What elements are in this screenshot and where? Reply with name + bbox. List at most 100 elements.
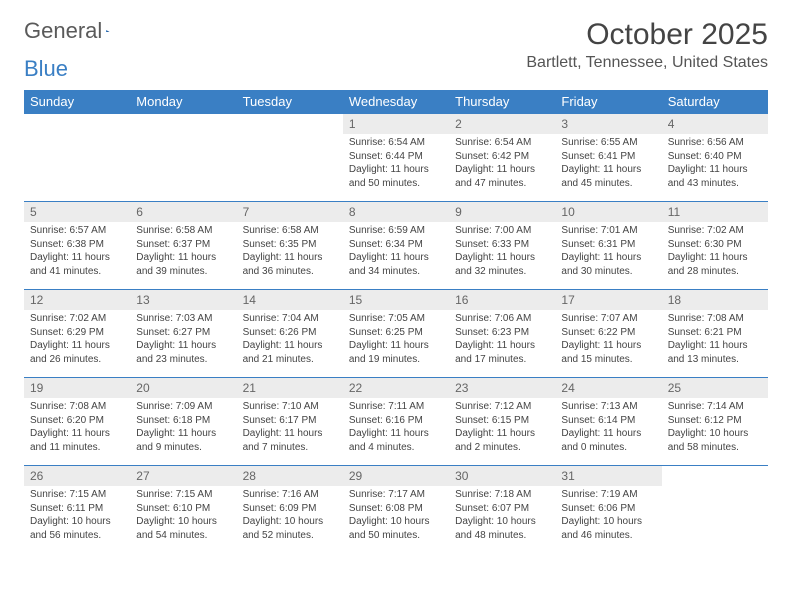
day-number: 16: [449, 290, 555, 310]
day-cell: 21Sunrise: 7:10 AMSunset: 6:17 PMDayligh…: [237, 378, 343, 466]
day-number: 4: [662, 114, 768, 134]
day-cell: 5Sunrise: 6:57 AMSunset: 6:38 PMDaylight…: [24, 202, 130, 290]
day-cell: [24, 114, 130, 202]
week-row: 1Sunrise: 6:54 AMSunset: 6:44 PMDaylight…: [24, 114, 768, 202]
day-number: 22: [343, 378, 449, 398]
location: Bartlett, Tennessee, United States: [526, 54, 768, 72]
day-cell: 20Sunrise: 7:09 AMSunset: 6:18 PMDayligh…: [130, 378, 236, 466]
day-details: Sunrise: 7:18 AMSunset: 6:07 PMDaylight:…: [449, 488, 555, 546]
day-number: 27: [130, 466, 236, 486]
weekday-header: Friday: [555, 90, 661, 114]
day-cell: 8Sunrise: 6:59 AMSunset: 6:34 PMDaylight…: [343, 202, 449, 290]
day-cell: 7Sunrise: 6:58 AMSunset: 6:35 PMDaylight…: [237, 202, 343, 290]
day-details: Sunrise: 7:11 AMSunset: 6:16 PMDaylight:…: [343, 400, 449, 458]
day-number: 2: [449, 114, 555, 134]
day-details: Sunrise: 7:08 AMSunset: 6:20 PMDaylight:…: [24, 400, 130, 458]
day-details: Sunrise: 7:08 AMSunset: 6:21 PMDaylight:…: [662, 312, 768, 370]
day-cell: 18Sunrise: 7:08 AMSunset: 6:21 PMDayligh…: [662, 290, 768, 378]
day-number: 26: [24, 466, 130, 486]
day-cell: 23Sunrise: 7:12 AMSunset: 6:15 PMDayligh…: [449, 378, 555, 466]
weekday-header: Sunday: [24, 90, 130, 114]
month-title: October 2025: [526, 18, 768, 52]
day-number: 17: [555, 290, 661, 310]
day-cell: 15Sunrise: 7:05 AMSunset: 6:25 PMDayligh…: [343, 290, 449, 378]
weekday-header-row: Sunday Monday Tuesday Wednesday Thursday…: [24, 90, 768, 114]
day-number: 30: [449, 466, 555, 486]
day-cell: [662, 466, 768, 554]
day-details: Sunrise: 6:58 AMSunset: 6:37 PMDaylight:…: [130, 224, 236, 282]
day-details: Sunrise: 7:06 AMSunset: 6:23 PMDaylight:…: [449, 312, 555, 370]
day-cell: 22Sunrise: 7:11 AMSunset: 6:16 PMDayligh…: [343, 378, 449, 466]
day-number: 1: [343, 114, 449, 134]
weekday-header: Wednesday: [343, 90, 449, 114]
day-details: Sunrise: 6:58 AMSunset: 6:35 PMDaylight:…: [237, 224, 343, 282]
day-details: Sunrise: 7:05 AMSunset: 6:25 PMDaylight:…: [343, 312, 449, 370]
day-details: Sunrise: 6:55 AMSunset: 6:41 PMDaylight:…: [555, 136, 661, 194]
week-row: 26Sunrise: 7:15 AMSunset: 6:11 PMDayligh…: [24, 466, 768, 554]
day-details: Sunrise: 7:15 AMSunset: 6:10 PMDaylight:…: [130, 488, 236, 546]
day-number: 19: [24, 378, 130, 398]
day-number: 11: [662, 202, 768, 222]
calendar-table: Sunday Monday Tuesday Wednesday Thursday…: [24, 90, 768, 554]
day-cell: 11Sunrise: 7:02 AMSunset: 6:30 PMDayligh…: [662, 202, 768, 290]
day-cell: 13Sunrise: 7:03 AMSunset: 6:27 PMDayligh…: [130, 290, 236, 378]
day-number: 3: [555, 114, 661, 134]
day-details: Sunrise: 7:02 AMSunset: 6:30 PMDaylight:…: [662, 224, 768, 282]
day-cell: 1Sunrise: 6:54 AMSunset: 6:44 PMDaylight…: [343, 114, 449, 202]
day-cell: 12Sunrise: 7:02 AMSunset: 6:29 PMDayligh…: [24, 290, 130, 378]
day-number: 5: [24, 202, 130, 222]
day-cell: 24Sunrise: 7:13 AMSunset: 6:14 PMDayligh…: [555, 378, 661, 466]
day-number: 20: [130, 378, 236, 398]
day-cell: 29Sunrise: 7:17 AMSunset: 6:08 PMDayligh…: [343, 466, 449, 554]
day-details: Sunrise: 7:04 AMSunset: 6:26 PMDaylight:…: [237, 312, 343, 370]
day-details: Sunrise: 7:10 AMSunset: 6:17 PMDaylight:…: [237, 400, 343, 458]
day-details: Sunrise: 7:07 AMSunset: 6:22 PMDaylight:…: [555, 312, 661, 370]
week-row: 12Sunrise: 7:02 AMSunset: 6:29 PMDayligh…: [24, 290, 768, 378]
week-row: 5Sunrise: 6:57 AMSunset: 6:38 PMDaylight…: [24, 202, 768, 290]
day-number: 13: [130, 290, 236, 310]
logo-text-2: Blue: [24, 56, 68, 82]
day-details: Sunrise: 7:13 AMSunset: 6:14 PMDaylight:…: [555, 400, 661, 458]
day-cell: [237, 114, 343, 202]
weekday-header: Tuesday: [237, 90, 343, 114]
day-details: Sunrise: 7:01 AMSunset: 6:31 PMDaylight:…: [555, 224, 661, 282]
day-details: Sunrise: 6:56 AMSunset: 6:40 PMDaylight:…: [662, 136, 768, 194]
day-details: Sunrise: 6:59 AMSunset: 6:34 PMDaylight:…: [343, 224, 449, 282]
day-number: 28: [237, 466, 343, 486]
day-number: 12: [24, 290, 130, 310]
weekday-header: Monday: [130, 90, 236, 114]
day-number: 31: [555, 466, 661, 486]
day-details: Sunrise: 7:17 AMSunset: 6:08 PMDaylight:…: [343, 488, 449, 546]
day-number: 14: [237, 290, 343, 310]
day-number: 6: [130, 202, 236, 222]
day-cell: 10Sunrise: 7:01 AMSunset: 6:31 PMDayligh…: [555, 202, 661, 290]
day-cell: 27Sunrise: 7:15 AMSunset: 6:10 PMDayligh…: [130, 466, 236, 554]
day-details: Sunrise: 6:54 AMSunset: 6:44 PMDaylight:…: [343, 136, 449, 194]
day-details: Sunrise: 7:02 AMSunset: 6:29 PMDaylight:…: [24, 312, 130, 370]
day-details: Sunrise: 7:00 AMSunset: 6:33 PMDaylight:…: [449, 224, 555, 282]
day-cell: 28Sunrise: 7:16 AMSunset: 6:09 PMDayligh…: [237, 466, 343, 554]
day-cell: 31Sunrise: 7:19 AMSunset: 6:06 PMDayligh…: [555, 466, 661, 554]
day-cell: 26Sunrise: 7:15 AMSunset: 6:11 PMDayligh…: [24, 466, 130, 554]
logo-flag-icon: [106, 23, 110, 39]
day-cell: 30Sunrise: 7:18 AMSunset: 6:07 PMDayligh…: [449, 466, 555, 554]
day-cell: 16Sunrise: 7:06 AMSunset: 6:23 PMDayligh…: [449, 290, 555, 378]
day-cell: 3Sunrise: 6:55 AMSunset: 6:41 PMDaylight…: [555, 114, 661, 202]
day-cell: 9Sunrise: 7:00 AMSunset: 6:33 PMDaylight…: [449, 202, 555, 290]
day-details: Sunrise: 7:03 AMSunset: 6:27 PMDaylight:…: [130, 312, 236, 370]
week-row: 19Sunrise: 7:08 AMSunset: 6:20 PMDayligh…: [24, 378, 768, 466]
day-details: Sunrise: 7:09 AMSunset: 6:18 PMDaylight:…: [130, 400, 236, 458]
logo: General: [24, 18, 130, 44]
day-number: 10: [555, 202, 661, 222]
day-number: 29: [343, 466, 449, 486]
day-details: Sunrise: 7:12 AMSunset: 6:15 PMDaylight:…: [449, 400, 555, 458]
day-number: 7: [237, 202, 343, 222]
day-details: Sunrise: 7:19 AMSunset: 6:06 PMDaylight:…: [555, 488, 661, 546]
day-number: 18: [662, 290, 768, 310]
logo-text-1: General: [24, 18, 102, 44]
day-number: 23: [449, 378, 555, 398]
day-number: 25: [662, 378, 768, 398]
day-cell: 17Sunrise: 7:07 AMSunset: 6:22 PMDayligh…: [555, 290, 661, 378]
day-number: 21: [237, 378, 343, 398]
day-details: Sunrise: 7:15 AMSunset: 6:11 PMDaylight:…: [24, 488, 130, 546]
